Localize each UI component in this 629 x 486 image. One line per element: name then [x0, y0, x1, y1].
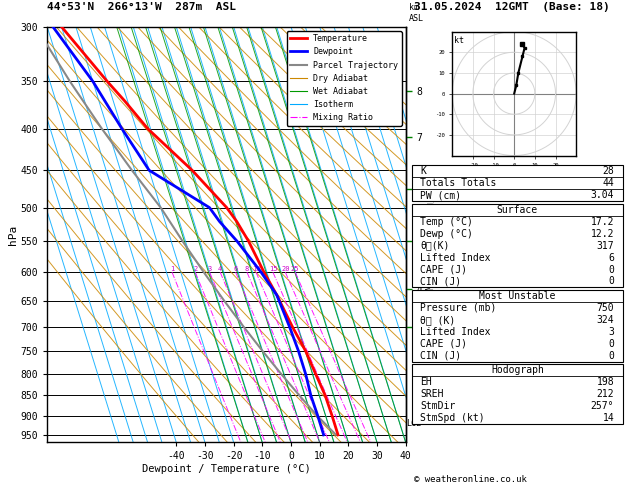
Text: 20: 20	[281, 266, 289, 272]
Y-axis label: Mixing Ratio (g/kg): Mixing Ratio (g/kg)	[426, 179, 436, 290]
FancyBboxPatch shape	[412, 290, 623, 362]
Text: 4: 4	[218, 266, 222, 272]
Text: 317: 317	[597, 241, 615, 251]
Text: Most Unstable: Most Unstable	[479, 291, 555, 301]
Text: 12.2: 12.2	[591, 228, 615, 239]
Text: 324: 324	[597, 315, 615, 325]
Text: Surface: Surface	[497, 205, 538, 215]
Text: Temp (°C): Temp (°C)	[420, 217, 473, 226]
Text: kt: kt	[454, 36, 464, 45]
Text: 3: 3	[608, 327, 615, 337]
Text: 3: 3	[208, 266, 212, 272]
Text: 3.04: 3.04	[591, 190, 615, 200]
Text: 31.05.2024  12GMT  (Base: 18): 31.05.2024 12GMT (Base: 18)	[414, 2, 610, 12]
FancyBboxPatch shape	[412, 165, 623, 201]
Text: 25: 25	[291, 266, 299, 272]
FancyBboxPatch shape	[412, 204, 623, 288]
Text: StmSpd (kt): StmSpd (kt)	[420, 413, 485, 423]
Text: 44: 44	[603, 178, 615, 188]
Text: PW (cm): PW (cm)	[420, 190, 462, 200]
Text: LCL: LCL	[406, 419, 421, 428]
Text: 14: 14	[603, 413, 615, 423]
Text: Lifted Index: Lifted Index	[420, 253, 491, 262]
Text: 1: 1	[170, 266, 174, 272]
Text: 15: 15	[269, 266, 277, 272]
Text: CIN (J): CIN (J)	[420, 351, 462, 361]
Text: θᴇ(K): θᴇ(K)	[420, 241, 450, 251]
Text: 0: 0	[608, 277, 615, 286]
Text: SREH: SREH	[420, 389, 444, 399]
Text: EH: EH	[420, 377, 432, 387]
Text: Totals Totals: Totals Totals	[420, 178, 497, 188]
Text: 28: 28	[603, 166, 615, 176]
Text: Pressure (mb): Pressure (mb)	[420, 303, 497, 313]
Text: 10: 10	[252, 266, 260, 272]
Text: 2: 2	[193, 266, 198, 272]
Text: © weatheronline.co.uk: © weatheronline.co.uk	[414, 474, 526, 484]
FancyBboxPatch shape	[412, 364, 623, 424]
Text: Lifted Index: Lifted Index	[420, 327, 491, 337]
Legend: Temperature, Dewpoint, Parcel Trajectory, Dry Adiabat, Wet Adiabat, Isotherm, Mi: Temperature, Dewpoint, Parcel Trajectory…	[287, 31, 401, 125]
Text: 8: 8	[245, 266, 249, 272]
Text: Dewp (°C): Dewp (°C)	[420, 228, 473, 239]
Text: K: K	[420, 166, 426, 176]
Text: 0: 0	[608, 351, 615, 361]
Text: CAPE (J): CAPE (J)	[420, 264, 467, 275]
Text: 0: 0	[608, 264, 615, 275]
Text: 198: 198	[597, 377, 615, 387]
Text: 257°: 257°	[591, 401, 615, 411]
Text: 6: 6	[608, 253, 615, 262]
Text: StmDir: StmDir	[420, 401, 455, 411]
Text: CIN (J): CIN (J)	[420, 277, 462, 286]
Text: 6: 6	[233, 266, 238, 272]
Text: 0: 0	[608, 339, 615, 349]
Text: θᴇ (K): θᴇ (K)	[420, 315, 455, 325]
X-axis label: Dewpoint / Temperature (°C): Dewpoint / Temperature (°C)	[142, 464, 311, 474]
Text: 17.2: 17.2	[591, 217, 615, 226]
Text: 750: 750	[597, 303, 615, 313]
Y-axis label: hPa: hPa	[8, 225, 18, 244]
Text: 212: 212	[597, 389, 615, 399]
Text: CAPE (J): CAPE (J)	[420, 339, 467, 349]
Text: Hodograph: Hodograph	[491, 365, 544, 375]
Text: km
ASL: km ASL	[409, 3, 425, 22]
Text: 44°53'N  266°13'W  287m  ASL: 44°53'N 266°13'W 287m ASL	[47, 2, 236, 12]
